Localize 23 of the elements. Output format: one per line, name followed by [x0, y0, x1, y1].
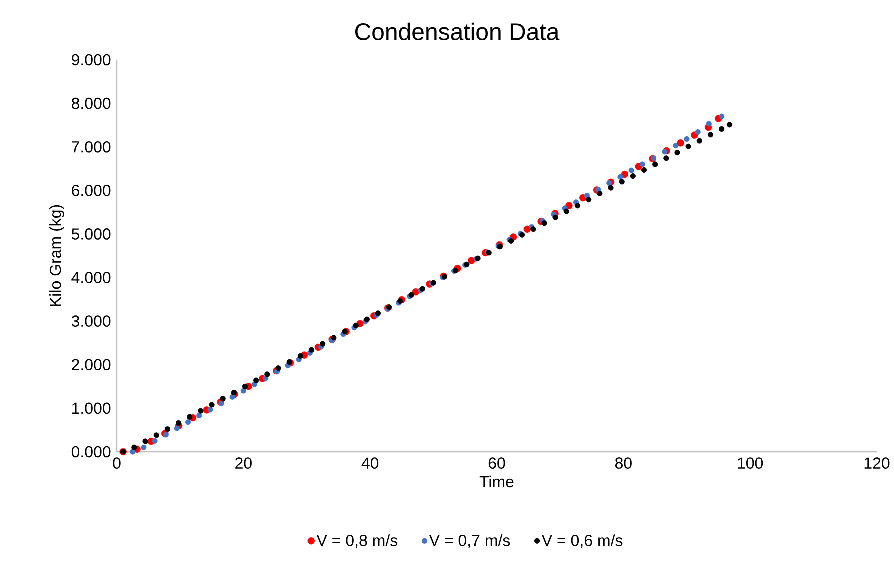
y-tick-label: 5.000	[72, 228, 111, 240]
x-tick-label: 60	[488, 458, 506, 469]
y-tick-label: 4.000	[72, 272, 111, 284]
y-tick-label: 0.000	[72, 446, 111, 458]
x-tick-label: 100	[738, 458, 764, 469]
y-tick-label: 8.000	[72, 98, 111, 110]
x-tick-label: 120	[864, 458, 890, 469]
legend-label: V = 0,7 m/s	[429, 534, 510, 548]
x-tick-label: 80	[615, 458, 632, 469]
y-tick-label: 6.000	[72, 185, 111, 196]
x-tick-label: 40	[362, 458, 379, 469]
chart-title: Condensation Data	[355, 22, 560, 40]
x-tick-label: 20	[236, 458, 252, 469]
y-tick-label: 2.000	[72, 359, 111, 371]
y-tick-label: 9.000	[72, 54, 111, 66]
y-axis-title: Kilo Gram (kg)	[50, 205, 64, 306]
y-tick-label: 3.000	[72, 316, 111, 327]
x-tick-label: 0	[113, 458, 121, 469]
x-axis-title: Time	[480, 476, 514, 488]
y-tick-label: 1.000	[72, 402, 111, 414]
y-tick-label: 7.000	[72, 141, 111, 153]
legend-label: V = 0,6 m/s	[542, 534, 623, 548]
legend-label: V = 0,8 m/s	[316, 534, 398, 548]
